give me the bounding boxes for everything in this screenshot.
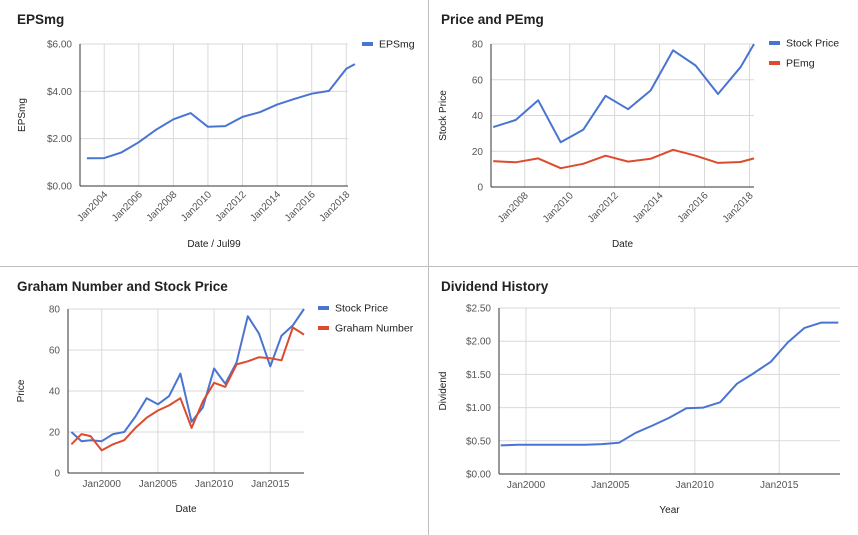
panel-divider-horizontal (0, 266, 858, 267)
series-line-1 (86, 63, 356, 160)
x-tick-label: Jan2014 (248, 189, 283, 224)
x-tick-label: Jan2006 (110, 189, 145, 224)
chart-svg: $0.00 $0.50 $1.00 $1.50 $2.00 $2.50 Jan2000 Jan… (438, 304, 840, 516)
x-tick-label: Jan2012 (586, 190, 621, 225)
y-tick-label: $0.00 (47, 182, 72, 193)
x-axis-title: Date (612, 239, 634, 250)
y-tick-label: 40 (472, 111, 484, 122)
y-tick-label: 60 (49, 346, 61, 357)
series-line-1 (70, 308, 305, 443)
legend-swatch (318, 326, 329, 330)
chart-svg: 0 20 40 60 80 Jan2008 Jan2010 Jan2012 Jan2014 Jan… (438, 38, 839, 251)
y-axis-title: Stock Price (438, 90, 449, 141)
y-tick-label: $2.00 (47, 134, 72, 145)
chart-svg: 0 20 40 60 80 Jan2000 Jan2005 Jan2010 Jan2015 Dat… (16, 303, 414, 516)
chart-panel-epsmg: EPSmg $0.00 $2.00 $4.00 $6.00 Jan2004 Jan2006… (0, 0, 428, 266)
y-axis-title: Price (16, 379, 27, 402)
chart-panel-price-pemg: Price and PEmg 0 20 40 60 80 Jan2008 Jan2010 Ja… (429, 0, 858, 266)
chart-title: Graham Number and Stock Price (17, 279, 228, 294)
x-tick-label: Jan2014 (631, 190, 666, 225)
y-tick-label: $6.00 (47, 40, 72, 51)
y-tick-label: $1.00 (466, 403, 491, 414)
x-axis-title: Year (659, 505, 680, 516)
series-line-2 (493, 148, 755, 170)
y-tick-label: 80 (49, 305, 61, 316)
legend-label: Stock Price (786, 38, 839, 50)
series-line-1 (500, 321, 839, 447)
x-tick-label: Jan2005 (139, 479, 178, 490)
y-tick-label: $2.50 (466, 304, 491, 315)
y-tick-label: 20 (472, 147, 484, 158)
y-tick-label: 20 (49, 428, 61, 439)
legend-swatch (769, 41, 780, 45)
x-tick-label: Jan2016 (676, 190, 711, 225)
x-axis-title: Date / Jul99 (187, 239, 241, 250)
x-tick-label: Jan2008 (496, 190, 531, 225)
chart-svg: $0.00 $2.00 $4.00 $6.00 Jan2004 Jan2006 Jan200… (17, 39, 415, 251)
y-tick-label: $4.00 (47, 87, 72, 98)
legend-swatch (362, 42, 373, 46)
x-tick-label: Jan2004 (75, 189, 110, 224)
y-tick-label: $0.50 (466, 436, 491, 447)
y-tick-label: 80 (472, 40, 484, 51)
x-tick-label: Jan2012 (214, 189, 249, 224)
x-tick-label: Jan2000 (507, 480, 546, 491)
x-tick-label: Jan2016 (283, 189, 318, 224)
y-tick-label: $2.00 (466, 337, 491, 348)
y-tick-label: 40 (49, 387, 61, 398)
x-tick-label: Jan2010 (676, 480, 715, 491)
x-tick-label: Jan2008 (145, 189, 180, 224)
x-tick-label: Jan2010 (541, 190, 576, 225)
panel-divider-vertical (428, 0, 429, 535)
chart-title: EPSmg (17, 12, 65, 27)
series-line-1 (492, 43, 755, 144)
chart-title: Price and PEmg (441, 12, 544, 27)
x-tick-label: Jan2015 (760, 480, 799, 491)
y-tick-label: 60 (472, 75, 484, 86)
y-tick-label: 0 (54, 469, 60, 480)
chart-panel-dividend: Dividend History $0.00 $0.50 $1.00 $1.50 $2.… (429, 267, 858, 533)
series-line-2 (70, 326, 305, 452)
legend-swatch (769, 61, 780, 65)
x-tick-label: Jan2010 (195, 479, 234, 490)
chart-title: Dividend History (441, 279, 549, 294)
x-tick-label: Jan2018 (721, 190, 756, 225)
y-axis-title: EPSmg (17, 98, 28, 132)
y-tick-label: $0.00 (466, 470, 491, 481)
x-tick-label: Jan2015 (251, 479, 290, 490)
y-axis-title: Dividend (438, 372, 449, 411)
y-tick-label: 0 (477, 183, 483, 194)
legend-label: PEmg (786, 58, 815, 70)
legend-label: Graham Number (335, 323, 414, 335)
legend-swatch (318, 306, 329, 310)
y-tick-label: $1.50 (466, 370, 491, 381)
legend-label: Stock Price (335, 303, 388, 315)
x-tick-label: Jan2010 (179, 189, 214, 224)
x-tick-label: Jan2005 (591, 480, 630, 491)
chart-panel-graham: Graham Number and Stock Price 0 20 40 60 80 J… (0, 267, 428, 533)
legend-label: EPSmg (379, 39, 415, 51)
x-tick-label: Jan2000 (83, 479, 122, 490)
x-axis-title: Date (175, 504, 197, 515)
x-tick-label: Jan2018 (317, 189, 352, 224)
